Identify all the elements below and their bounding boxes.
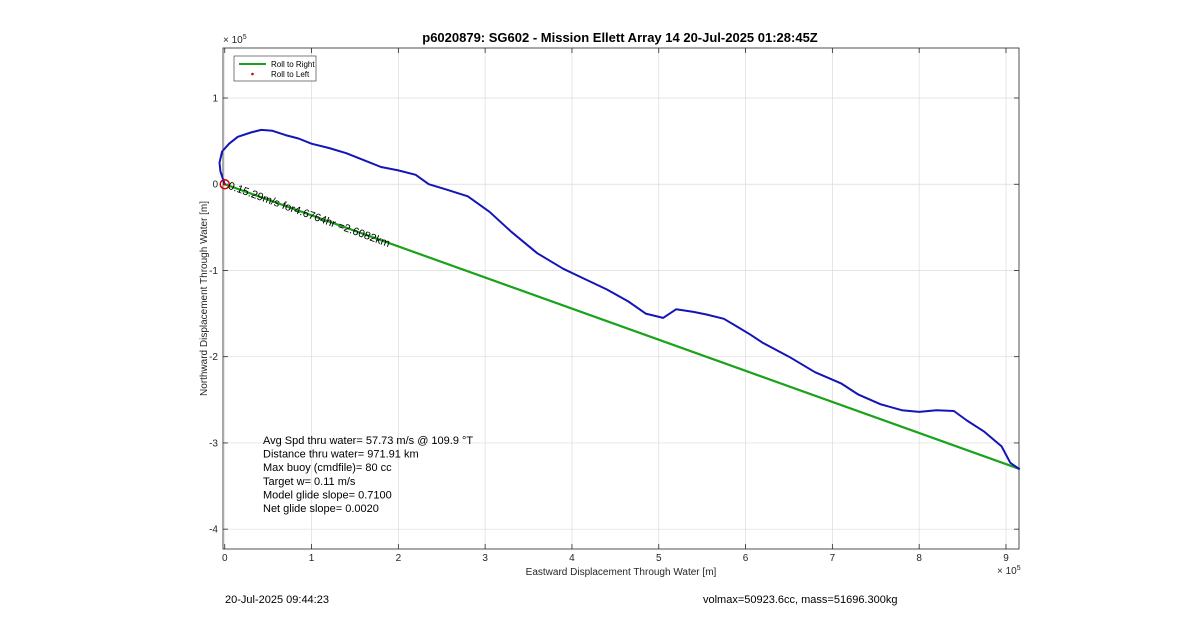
x-axis-exponent-power: 5 — [1017, 565, 1021, 572]
stat-line: Net glide slope= 0.0020 — [263, 503, 379, 515]
x-tick-label: 1 — [309, 553, 315, 564]
track-annotation: 0.15.29m/s for4.6764hr =2.6082km — [226, 180, 391, 250]
stat-line: Target w= 0.11 m/s — [263, 476, 356, 488]
y-tick-label: 0 — [212, 180, 218, 191]
legend-label-roll-to-left: Roll to Left — [271, 70, 310, 79]
annotation-group: 0.15.29m/s for4.6764hr =2.6082km — [226, 180, 391, 250]
x-tick-label: 2 — [396, 553, 402, 564]
y-tick-label: 1 — [212, 94, 218, 105]
x-tick-label: 4 — [569, 553, 575, 564]
x-tick-label: 6 — [743, 553, 749, 564]
y-tick-label: -3 — [209, 438, 218, 449]
y-tick-label: -2 — [209, 352, 218, 363]
y-axis-exponent: × 105 — [223, 34, 247, 46]
stats-block: Avg Spd thru water= 57.73 m/s @ 109.9 °T… — [263, 435, 473, 515]
roll-left-marker — [223, 183, 226, 186]
x-tick-label: 8 — [916, 553, 922, 564]
x-axis-label: Eastward Displacement Through Water [m] — [526, 567, 717, 578]
axis-labels: Eastward Displacement Through Water [m] N… — [199, 201, 717, 578]
y-tick-label: -1 — [209, 266, 218, 277]
x-tick-label: 3 — [482, 553, 488, 564]
legend-label-roll-to-right: Roll to Right — [271, 60, 315, 69]
stat-line: Distance thru water= 971.91 km — [263, 449, 419, 461]
series-roll-to-right-line — [223, 183, 1021, 470]
chart-title: p6020879: SG602 - Mission Ellett Array 1… — [422, 30, 818, 45]
x-axis-exponent: × 105 — [997, 565, 1021, 577]
x-tick-label: 7 — [830, 553, 836, 564]
footer-mass-info: volmax=50923.6cc, mass=51696.300kg — [703, 594, 898, 606]
series-track-line — [218, 128, 1020, 470]
axis-ticks: 0 1 2 3 4 5 6 7 8 9 -4 -3 -2 -1 0 1 × 105 × 105 — [209, 34, 1021, 577]
stat-line: Max buoy (cmdfile)= 80 cc — [263, 462, 392, 474]
y-axis-label: Northward Displacement Through Water [m] — [199, 201, 210, 396]
y-axis-exponent-power: 5 — [243, 34, 247, 41]
start-marker — [219, 178, 230, 190]
x-tick-label: 9 — [1003, 553, 1009, 564]
stat-line: Avg Spd thru water= 57.73 m/s @ 109.9 °T — [263, 435, 473, 447]
legend-swatch-roll-to-left — [251, 72, 254, 76]
series-group — [218, 128, 1021, 470]
stat-line: Model glide slope= 0.7100 — [263, 489, 392, 501]
footer-timestamp: 20-Jul-2025 09:44:23 — [225, 594, 329, 606]
x-tick-label: 5 — [656, 553, 662, 564]
y-tick-label: -4 — [209, 525, 218, 536]
legend-box — [233, 55, 317, 82]
x-tick-label: 0 — [222, 553, 228, 564]
grid-lines — [223, 48, 1019, 549]
plot-frame — [222, 47, 1020, 550]
